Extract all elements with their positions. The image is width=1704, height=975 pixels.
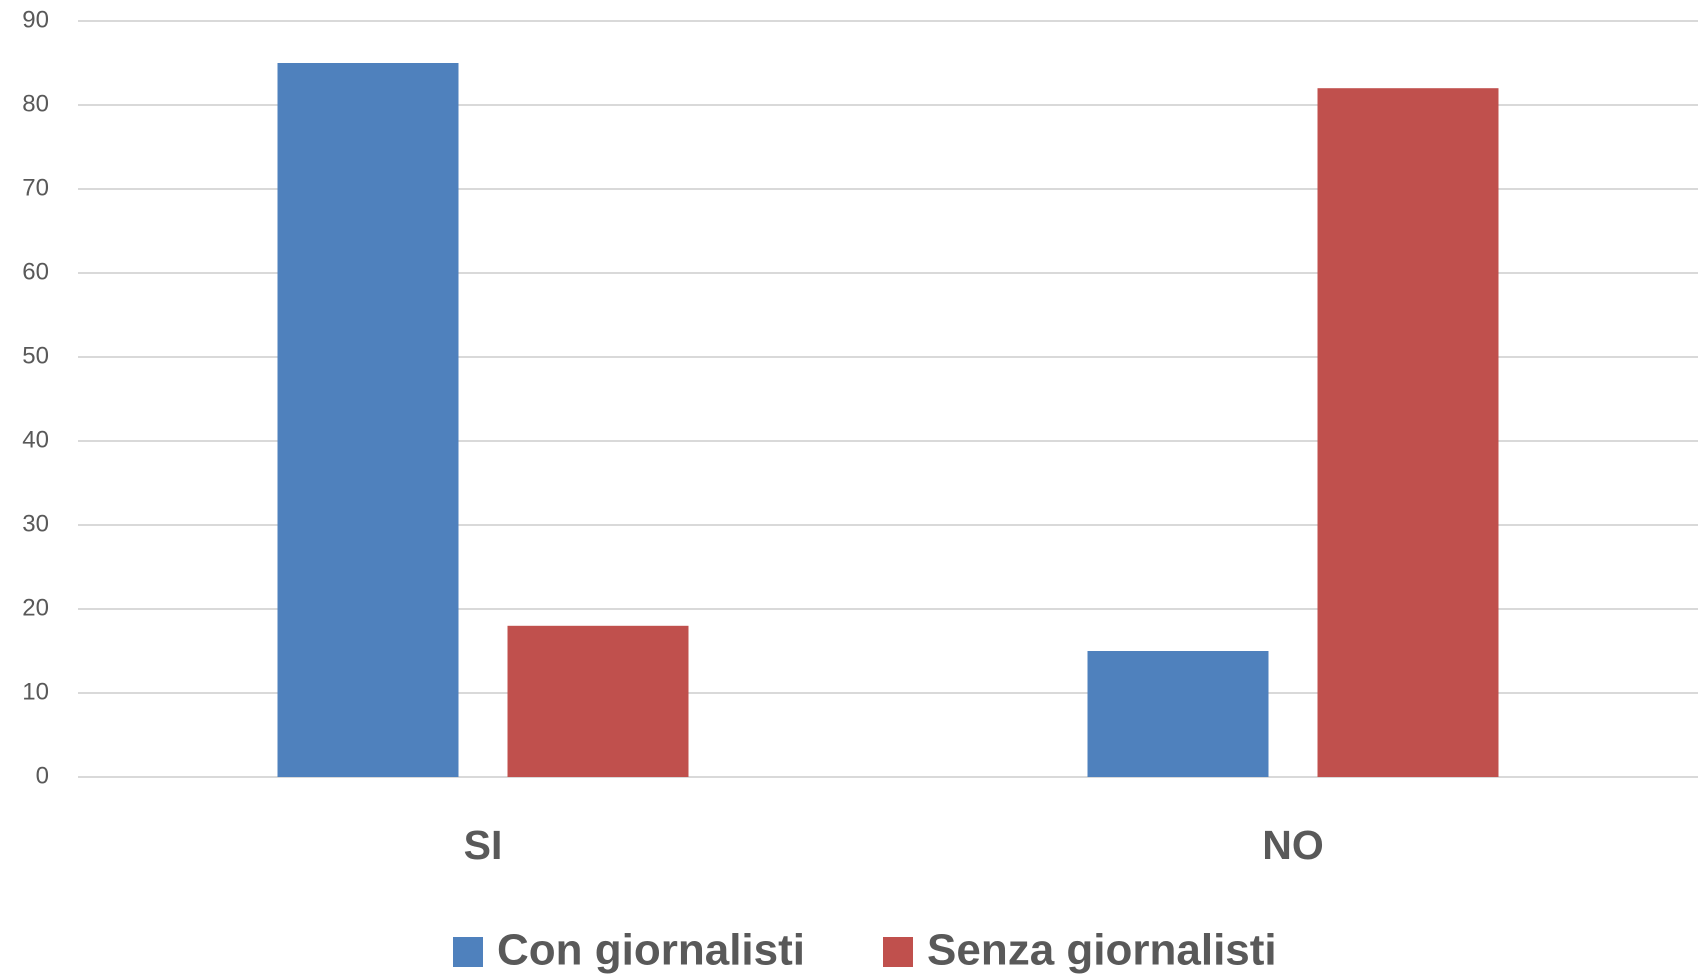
x-tick-label: NO — [1262, 822, 1324, 868]
y-tick-label: 80 — [22, 90, 49, 117]
y-tick-label: 10 — [22, 678, 49, 705]
legend-label: Senza giornalisti — [927, 926, 1277, 975]
bar — [1317, 88, 1499, 777]
legend-swatch — [453, 937, 483, 967]
y-tick-label: 90 — [22, 6, 49, 33]
y-tick-label: 70 — [22, 174, 49, 201]
y-tick-label: 0 — [36, 762, 49, 789]
y-tick-label: 30 — [22, 510, 49, 537]
legend-swatch — [883, 937, 913, 967]
y-tick-label: 60 — [22, 258, 49, 285]
legend-label: Con giornalisti — [497, 926, 805, 975]
y-tick-label: 50 — [22, 342, 49, 369]
x-tick-label: SI — [464, 822, 503, 868]
bar — [507, 625, 689, 777]
y-tick-label: 20 — [22, 594, 49, 621]
bar — [1087, 651, 1269, 777]
bar — [277, 63, 459, 777]
y-tick-label: 40 — [22, 426, 49, 453]
